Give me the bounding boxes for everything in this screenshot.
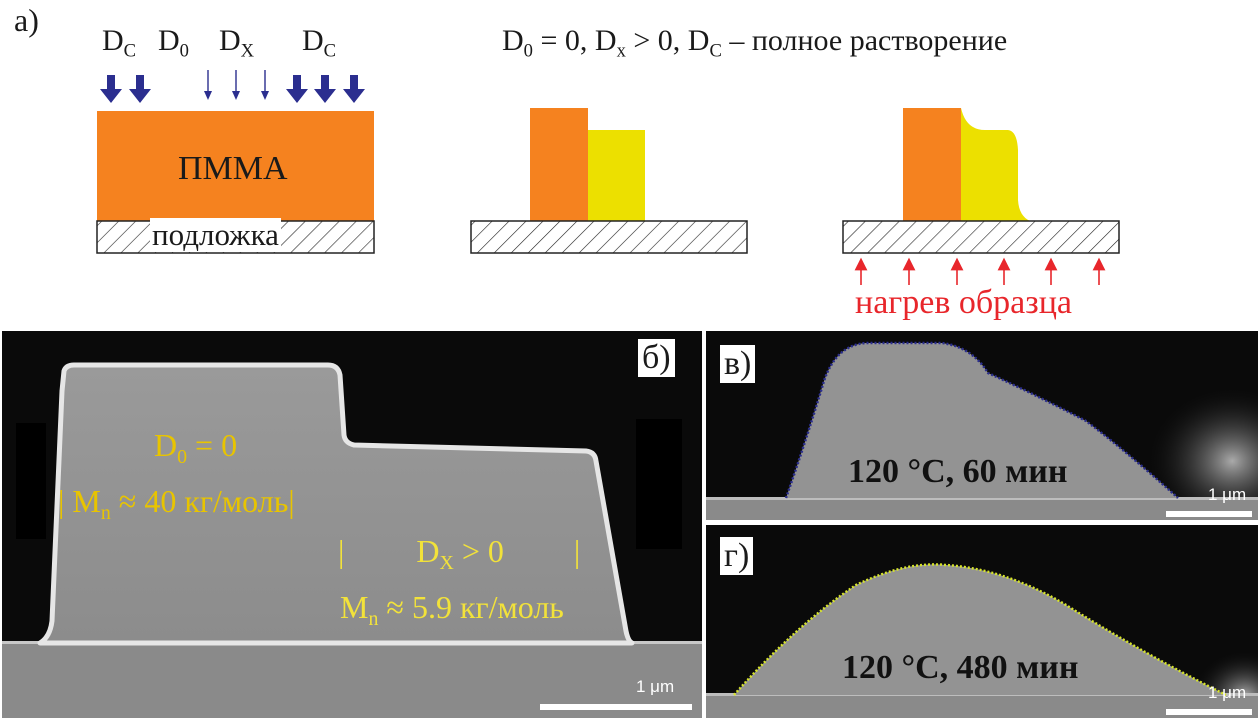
panel-b-label: б) — [638, 339, 675, 377]
dose-label-dc-left: DC — [102, 24, 137, 62]
panel-a-header: D0 = 0, Dx > 0, DC – полное растворение — [502, 24, 1008, 62]
panel-b-sem-image: б) D0 = 0 | Mn ≈ 40 кг/моль| | DX > 0 | Mn… — [2, 331, 702, 718]
substrate-3 — [842, 220, 1120, 254]
panel-g-scale-bar — [1166, 709, 1252, 715]
panel-g-caption: 120 °C, 480 мин — [842, 649, 1079, 686]
mn-low-annotation: Mn ≈ 5.9 кг/моль — [340, 589, 564, 630]
panel-g-sem-image: г) 120 °C, 480 мин 1 μm — [706, 525, 1258, 718]
dx-annotation: | DX > 0 | — [338, 533, 581, 574]
panel-v-caption: 120 °C, 60 мин — [848, 453, 1068, 490]
panel-b-scale-text: 1 μm — [636, 677, 675, 696]
substrate-label: подложка — [150, 217, 281, 252]
dose-label-dc-right: DC — [302, 24, 337, 62]
panel-v-label: в) — [720, 345, 756, 383]
panel-v-structure — [706, 341, 1258, 520]
unexposed-resist-2 — [530, 108, 588, 221]
dose-arrows-thin — [204, 70, 269, 100]
panel-g-label: г) — [720, 537, 754, 575]
exposed-resist-2 — [588, 130, 645, 221]
panel-g-structure — [706, 563, 1258, 718]
dose-label-d0: D0 — [158, 24, 189, 62]
panel-v-sem-image: в) 120 °C, 60 мин 1 μm — [706, 331, 1258, 520]
pmma-label: ПММА — [178, 150, 288, 187]
panel-v-scale-bar — [1166, 511, 1252, 517]
pmma-resist-layer — [97, 111, 374, 221]
dose-label-dx: DX — [219, 24, 255, 62]
heating-label: нагрев образца — [855, 284, 1072, 321]
panel-g-scale-text: 1 μm — [1208, 683, 1247, 702]
substrate-2 — [470, 220, 748, 254]
d0-annotation: D0 = 0 — [154, 427, 238, 468]
panel-b-scale-bar — [540, 704, 692, 710]
unexposed-resist-3 — [903, 108, 961, 221]
panel-v-scale-text: 1 μm — [1208, 485, 1247, 504]
reflowed-resist-3 — [961, 108, 1030, 221]
heating-arrows — [854, 257, 1106, 285]
panel-a-label: a) — [14, 2, 39, 38]
mn-high-annotation: | Mn ≈ 40 кг/моль| — [58, 483, 295, 524]
dose-arrows-thick — [100, 75, 365, 103]
